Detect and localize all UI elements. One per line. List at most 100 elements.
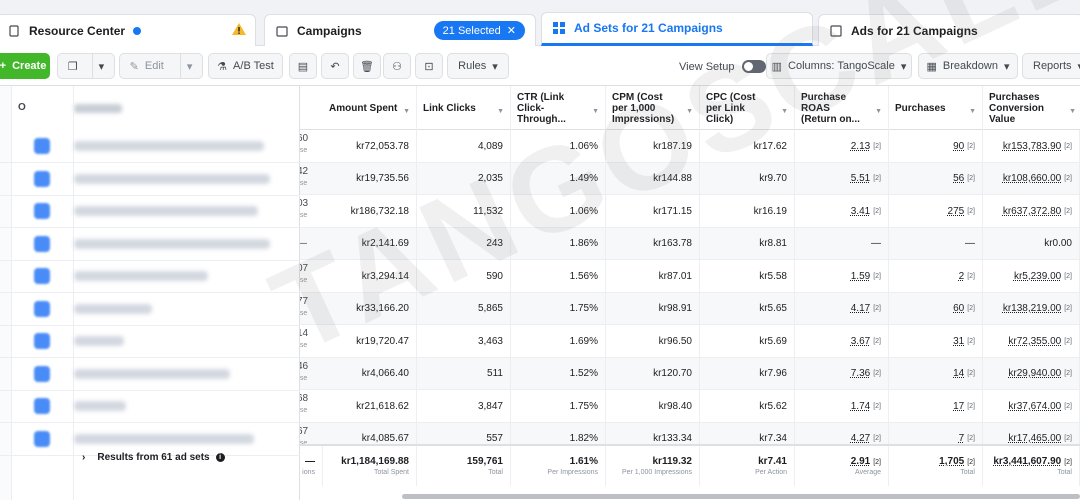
cell-value: 7	[958, 433, 965, 444]
status-toggle-icon[interactable]	[34, 365, 50, 382]
chevron-right-icon[interactable]: ›	[82, 452, 86, 463]
tab-ads[interactable]: Ads for 21 Campaigns	[818, 14, 1080, 46]
sort-icon: ▼	[686, 108, 693, 115]
clipboard-button[interactable]: ▤	[289, 53, 317, 79]
chevron-down-icon[interactable]: ▾	[186, 60, 193, 73]
tab-ad-sets[interactable]: Ad Sets for 21 Campaigns	[541, 12, 813, 46]
footer-roas: 2.91 [2] Average	[795, 446, 889, 486]
cell-value: kr5.69	[759, 335, 787, 347]
cell-value: 14	[953, 368, 965, 379]
status-toggle-icon[interactable]	[34, 203, 50, 219]
status-toggle-icon[interactable]	[34, 235, 50, 252]
status-toggle-icon[interactable]	[34, 138, 50, 154]
ad-set-name-redacted[interactable]	[74, 173, 270, 184]
cell-value: kr19,720.47	[356, 335, 409, 347]
selected-count-label: 21 Selected	[442, 24, 501, 37]
cell-roas: 4.17 [2]	[795, 292, 889, 325]
ad-set-name-redacted[interactable]	[74, 206, 258, 216]
audience-button[interactable]: ⚇	[383, 53, 411, 79]
cell-cpm: kr87.01	[606, 260, 700, 292]
tab-resource-center[interactable]: Resource Center	[0, 14, 256, 46]
undo-button[interactable]: ↶	[321, 53, 349, 79]
ad-set-name-redacted[interactable]	[74, 303, 152, 314]
cell-cpm: kr133.34	[606, 422, 700, 455]
results-summary[interactable]: › Results from 61 ad sets i	[82, 452, 225, 463]
cell-spent: kr19,720.47	[323, 325, 417, 357]
ad-set-name-redacted[interactable]	[74, 368, 230, 379]
reports-dropdown[interactable]: Reports ▾	[1022, 53, 1080, 79]
table-row[interactable]: 68 ase kr21,618.62 3,847 1.75% kr98.40 kr5.62 1…	[0, 390, 1080, 423]
preview-button[interactable]: ⊡	[415, 53, 443, 79]
status-toggle-icon[interactable]	[34, 268, 50, 284]
cell-value: 275	[947, 205, 965, 217]
status-toggle-icon[interactable]	[34, 170, 50, 187]
col-conversion-value[interactable]: Purchases Conversion Value ▼	[983, 86, 1080, 130]
ad-set-name-redacted[interactable]	[74, 271, 208, 281]
cell-clicks: 243	[417, 227, 511, 260]
cell-value: kr37,674.00 [2]	[983, 390, 1080, 422]
row-divider	[0, 227, 300, 228]
status-toggle-icon[interactable]	[34, 398, 50, 414]
cell-clicks: 4,089	[417, 130, 511, 162]
cell-clicks: 511	[417, 357, 511, 390]
col-cpm[interactable]: CPM (Cost per 1,000 Impressions) ▼	[606, 86, 700, 130]
attribution-tag: [2]	[1064, 175, 1072, 182]
edit-button[interactable]: ✎ Edit ▾	[119, 53, 203, 79]
table-row[interactable]: 14 ase kr19,720.47 3,463 1.69% kr96.50 kr5.69 3…	[0, 325, 1080, 358]
cell-value: 1.75%	[569, 303, 598, 314]
cell-cpc: kr9.70	[700, 162, 795, 195]
status-toggle-icon[interactable]	[34, 333, 50, 349]
info-icon[interactable]: i	[215, 453, 225, 462]
col-link-clicks[interactable]: Link Clicks ▼	[417, 86, 511, 130]
partial-cell-sub: ase	[296, 212, 308, 219]
selected-count-pill[interactable]: 21 Selected ✕	[433, 21, 525, 40]
results-label: Results from 61 ad sets	[97, 452, 210, 463]
table-row[interactable]: 07 ase kr3,294.14 590 1.56% kr87.01 kr5.58 1.59…	[0, 260, 1080, 293]
sort-icon: ▼	[497, 108, 504, 115]
cell-value: kr72,355.00 [2]	[983, 325, 1080, 357]
create-button[interactable]: + Create	[0, 53, 50, 79]
partial-cell-sub: ase	[296, 374, 308, 382]
cell-clicks: 557	[417, 422, 511, 455]
status-toggle-icon[interactable]	[34, 300, 50, 317]
table-row[interactable]: 03 ase kr186,732.18 11,532 1.06% kr171.15 kr16…	[0, 195, 1080, 228]
cell-value: 60	[953, 303, 965, 314]
clear-selection-icon[interactable]: ✕	[506, 25, 516, 37]
ad-set-name-redacted[interactable]	[74, 401, 126, 411]
checkbox-column[interactable]	[0, 86, 12, 500]
ab-test-button[interactable]: ⚗ A/B Test	[208, 53, 283, 79]
ad-set-name-redacted[interactable]	[74, 433, 254, 444]
view-setup-control[interactable]: View Setup	[679, 60, 767, 73]
col-amount-spent[interactable]: Amount Spent ▼	[323, 86, 417, 130]
cell-clicks: 3,463	[417, 325, 511, 357]
cell-value: 1.06%	[569, 140, 598, 152]
cell-purchases: 56 [2]	[889, 162, 983, 195]
delete-button[interactable]: 🗑	[353, 53, 381, 79]
cell-value: kr138,219.00 [2]	[983, 292, 1080, 325]
cell-roas: 7.36 [2]	[795, 357, 889, 390]
cell-cpc: kr5.58	[700, 260, 795, 292]
columns-dropdown[interactable]: ▥ Columns: TangoScale ▾	[766, 53, 912, 79]
ad-set-name-redacted[interactable]	[74, 238, 270, 249]
col-purchases[interactable]: Purchases ▼	[889, 86, 983, 130]
cell-value: kr5.58	[759, 270, 787, 282]
breakdown-dropdown[interactable]: ▦ Breakdown ▾	[918, 53, 1018, 79]
row-divider	[0, 259, 300, 261]
col-cpc[interactable]: CPC (Cost per Link Click) ▼	[700, 86, 795, 130]
warning-icon[interactable]	[231, 22, 247, 39]
col-purchase-roas[interactable]: Purchase ROAS (Return on... ▼	[795, 86, 889, 130]
chevron-down-icon[interactable]: ▾	[98, 60, 105, 73]
cell-clicks: 2,035	[417, 162, 511, 195]
tab-campaigns[interactable]: Campaigns 21 Selected ✕	[264, 14, 536, 46]
horizontal-scrollbar[interactable]	[402, 494, 1080, 499]
partial-cell-value: 46	[297, 360, 309, 372]
ad-set-name-redacted[interactable]	[74, 141, 264, 151]
ad-set-name-redacted[interactable]	[74, 336, 124, 346]
view-setup-toggle[interactable]	[742, 60, 767, 73]
col-ctr[interactable]: CTR (Link Click-Through... ▼	[511, 86, 606, 130]
partial-cell-value: 67	[297, 425, 309, 437]
duplicate-button[interactable]: ❐ ▾	[57, 53, 115, 79]
cell-value: 4.27	[850, 433, 871, 444]
status-toggle-icon[interactable]	[34, 430, 50, 447]
rules-dropdown[interactable]: Rules ▾	[447, 53, 509, 79]
